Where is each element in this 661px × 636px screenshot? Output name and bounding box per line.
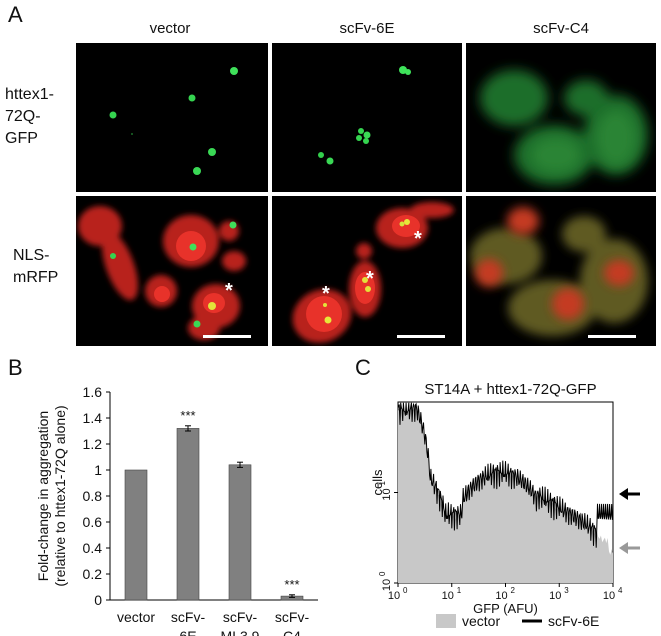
y-axis-label: cells [370,469,385,496]
y-tick-group: 10 0 [378,571,393,591]
x-tick-exponent: 2 [511,586,516,595]
y-axis-label-line: (relative to httex1-72Q alone) [52,405,68,586]
x-tick-exponent: 1 [457,586,462,595]
panel-b-letter: B [8,355,23,380]
aggregate-asterisk: * [414,228,422,250]
legend-swatch-vector [436,614,456,628]
legend-label-scfv-6e: scFv-6E [548,613,599,629]
x-tick-label: 10 [603,590,615,602]
micrograph-gfp-vector [76,43,268,192]
series-scfv-6e-line [397,402,614,548]
bar [228,464,252,601]
row-label-line: httex1- [5,86,54,103]
micrograph-merge-vector: * [76,196,268,346]
panel-a-letter: A [8,2,23,27]
bar [176,428,200,601]
x-tick-exponent: 0 [403,586,408,595]
legend-label-vector: vector [462,613,500,629]
y-tick-label: 1.4 [83,410,103,426]
category-label: scFv- [223,609,258,625]
y-tick-label: 1 [94,462,102,478]
column-label-scfv-6e: scFv-6E [339,20,395,37]
aggregate-asterisk: * [322,283,330,305]
row-label-httex1-72q-gfp: httex1- 72Q- GFP [5,84,54,150]
micrograph-gfp-scfv-c4 [466,43,656,192]
y-tick-label: 1.2 [83,436,103,452]
significance-label: *** [180,408,195,423]
significance-label: *** [284,577,299,592]
category-label: C4 [283,628,301,636]
x-tick-label: 10 [388,590,400,602]
y-axis-label-group: cells [370,469,385,496]
category-label: scFv- [275,609,310,625]
x-tick-exponent: 4 [618,586,623,595]
panel-c-letter: C [355,355,371,380]
y-tick-label: 1.6 [83,384,103,400]
y-tick-label: 0.6 [83,514,103,530]
y-tick-label: 0.8 [83,488,103,504]
y-tick-label: 10 [381,579,393,591]
x-tick-label: 10 [549,590,561,602]
category-label: ML3.9 [221,628,260,636]
bar-chart: 0 0.2 0.4 0.6 0.8 1 1.2 1.4 1.6 Fold-change in ag… [35,384,318,636]
category-label: scFv- [171,609,206,625]
bar [124,469,148,601]
row-label-nls-mrfp: NLS- mRFP [13,245,58,289]
arrow-scfv-6e-icon [619,488,640,500]
row-label-line: mRFP [13,269,59,286]
y-tick-label: 0.2 [83,566,103,582]
y-axis-label-line: Fold-change in aggregation [35,411,51,581]
category-label: vector [117,609,155,625]
column-label-vector: vector [149,20,191,37]
category-label: 6E [179,628,196,636]
chart-title: ST14A + httex1-72Q-GFP [424,381,596,398]
micrograph-merge-scfv-6e: * * * [272,196,462,346]
x-tick-exponent: 3 [564,586,569,595]
micrograph-gfp-scfv-6e [272,43,462,192]
aggregate-asterisk: * [366,268,374,290]
y-tick-label: 10 [381,488,393,500]
y-tick-exponent: 0 [378,571,387,576]
x-tick-label: 10 [442,590,454,602]
y-tick-exponent: 1 [378,481,387,486]
arrow-vector-icon [619,542,640,554]
y-tick-group: 101 [378,481,393,501]
row-label-line: 72Q- [5,108,41,125]
column-label-scfv-c4: scFv-C4 [533,20,589,37]
row-label-line: GFP [5,130,38,147]
x-tick-label: 10 [495,590,507,602]
x-axis-label: GFP (AFU) [473,601,538,616]
aggregate-asterisk: * [225,280,233,302]
series-vector-area [398,407,613,583]
row-label-line: NLS- [13,247,50,264]
y-tick-label: 0.4 [83,540,103,556]
y-axis-label: Fold-change in aggregation (relative to h… [35,405,68,586]
micrograph-merge-scfv-c4 [466,196,656,346]
y-tick-label: 0 [94,592,102,608]
